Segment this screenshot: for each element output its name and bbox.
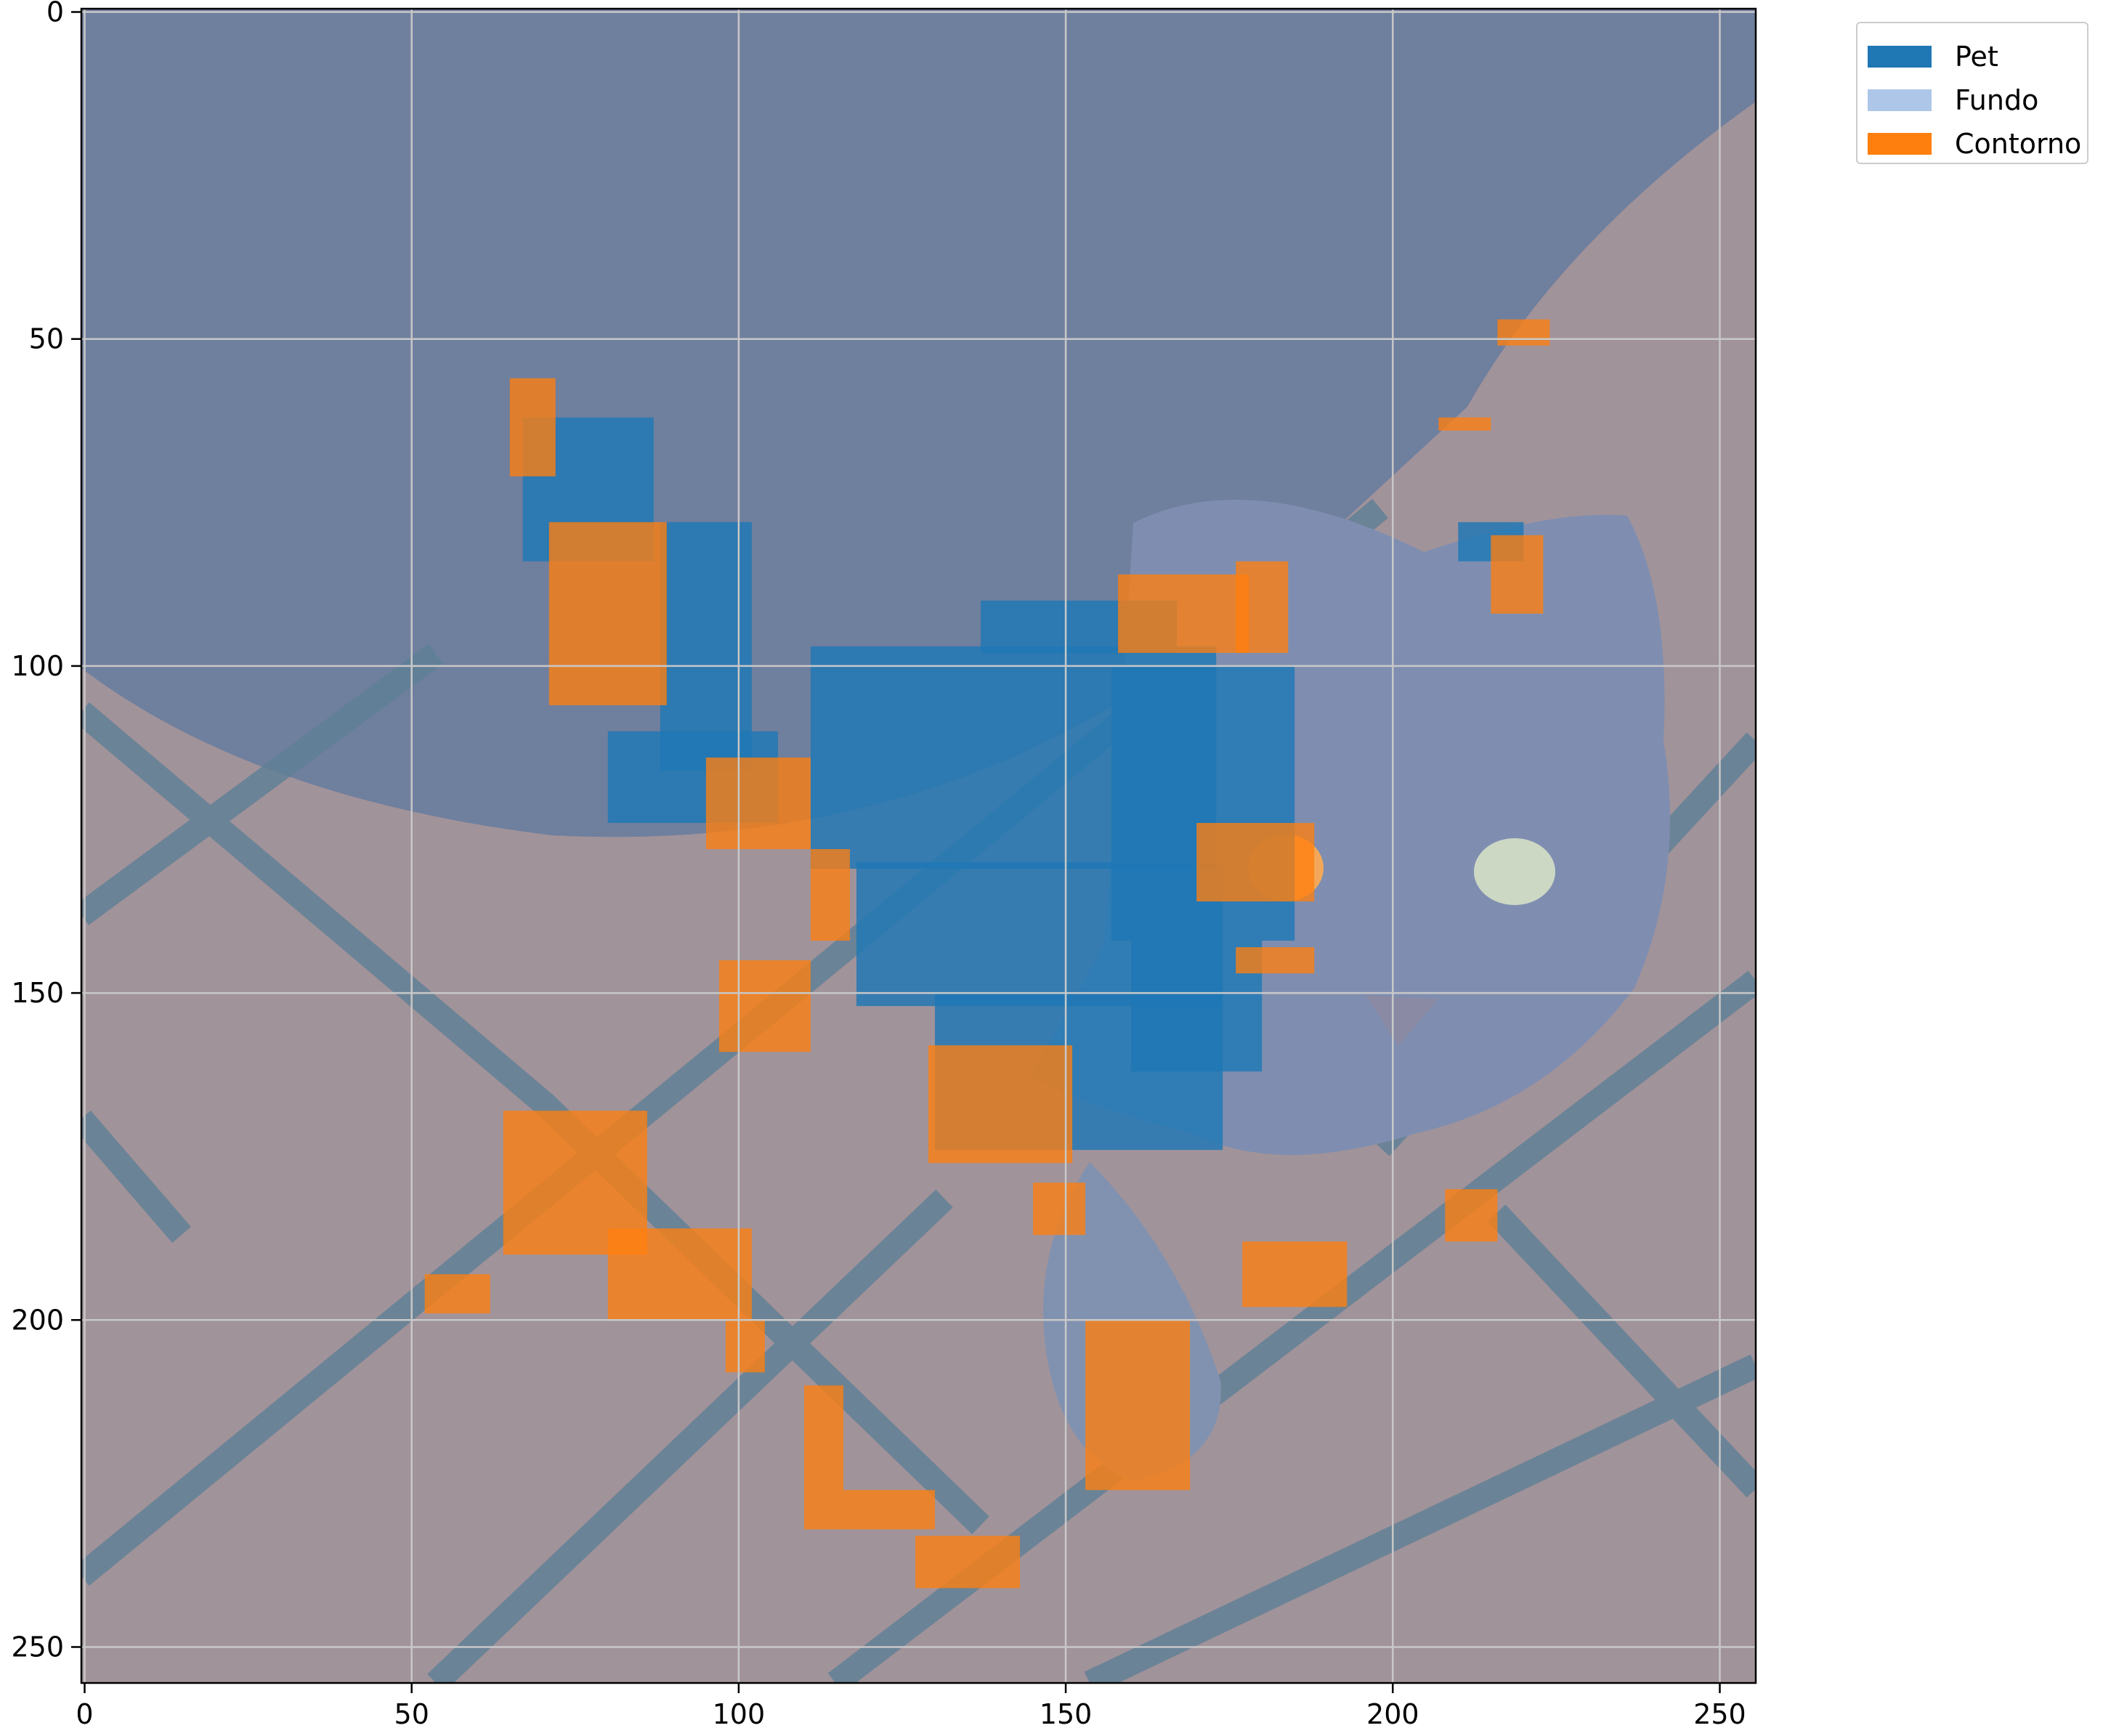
- x-tick-label: 200: [1366, 1698, 1419, 1730]
- cat-nose: [1366, 995, 1438, 1046]
- plot-frame: [80, 7, 1757, 1684]
- contour-mask-region: [705, 757, 811, 850]
- contour-mask-region: [810, 849, 850, 941]
- cat-eye-right: [1474, 838, 1555, 905]
- contour-mask-region: [915, 1536, 1021, 1589]
- contour-mask-region: [803, 1385, 843, 1530]
- contour-mask-region: [607, 1228, 752, 1321]
- contour-mask-region: [1085, 1320, 1191, 1490]
- legend-label-fundo: Fundo: [1955, 84, 2039, 116]
- contour-mask-region: [1242, 1241, 1348, 1307]
- x-tick-label: 250: [1693, 1698, 1746, 1730]
- y-tick-label: 100: [11, 650, 64, 682]
- contour-mask-region: [1438, 417, 1491, 431]
- plot-area: [81, 9, 1756, 1683]
- contour-mask-region: [928, 1045, 1073, 1164]
- contour-mask-region: [424, 1274, 490, 1314]
- contour-mask-region: [1236, 947, 1315, 974]
- contour-mask-region: [718, 960, 811, 1052]
- grid-lines: [81, 9, 1756, 1683]
- legend-swatch-fundo: [1868, 89, 1932, 111]
- legend-item-contorno: Contorno: [1868, 128, 2082, 160]
- contour-mask-region: [509, 378, 556, 476]
- contour-mask-region: [1033, 1183, 1086, 1236]
- x-tick-label: 50: [394, 1698, 429, 1730]
- contour-mask-region: [1196, 822, 1315, 902]
- legend-item-pet: Pet: [1868, 41, 1998, 73]
- legend: Pet Fundo Contorno: [1856, 22, 2088, 164]
- y-tick-label: 0: [46, 0, 64, 28]
- contour-mask-region: [725, 1320, 765, 1373]
- contour-mask-region: [1118, 574, 1249, 653]
- y-tick-label: 150: [11, 977, 64, 1009]
- pet-mask-region: [660, 522, 752, 771]
- contour-mask-region: [548, 522, 667, 705]
- legend-label-contorno: Contorno: [1955, 128, 2082, 160]
- y-axis: 0 50 100 150 200 250: [11, 0, 81, 1663]
- x-tick-label: 0: [76, 1698, 93, 1730]
- contour-mask-layer: [424, 319, 1550, 1589]
- contour-mask-region: [1445, 1189, 1498, 1242]
- cushion-shape: [81, 9, 1756, 837]
- contour-mask-region: [1497, 319, 1550, 346]
- legend-label-pet: Pet: [1955, 41, 1998, 73]
- x-tick-label: 100: [713, 1698, 766, 1730]
- legend-item-fundo: Fundo: [1868, 84, 2039, 116]
- contour-mask-region: [843, 1490, 936, 1530]
- legend-swatch-pet: [1868, 46, 1932, 68]
- x-tick-label: 150: [1040, 1698, 1093, 1730]
- contour-mask-region: [1491, 535, 1544, 614]
- contour-mask-region: [1236, 561, 1289, 653]
- legend-swatch-contorno: [1868, 133, 1932, 155]
- y-tick-label: 50: [29, 323, 64, 355]
- y-tick-label: 250: [11, 1631, 64, 1663]
- y-tick-label: 200: [11, 1304, 64, 1336]
- x-axis: 0 50 100 150 200 250: [76, 1683, 1746, 1730]
